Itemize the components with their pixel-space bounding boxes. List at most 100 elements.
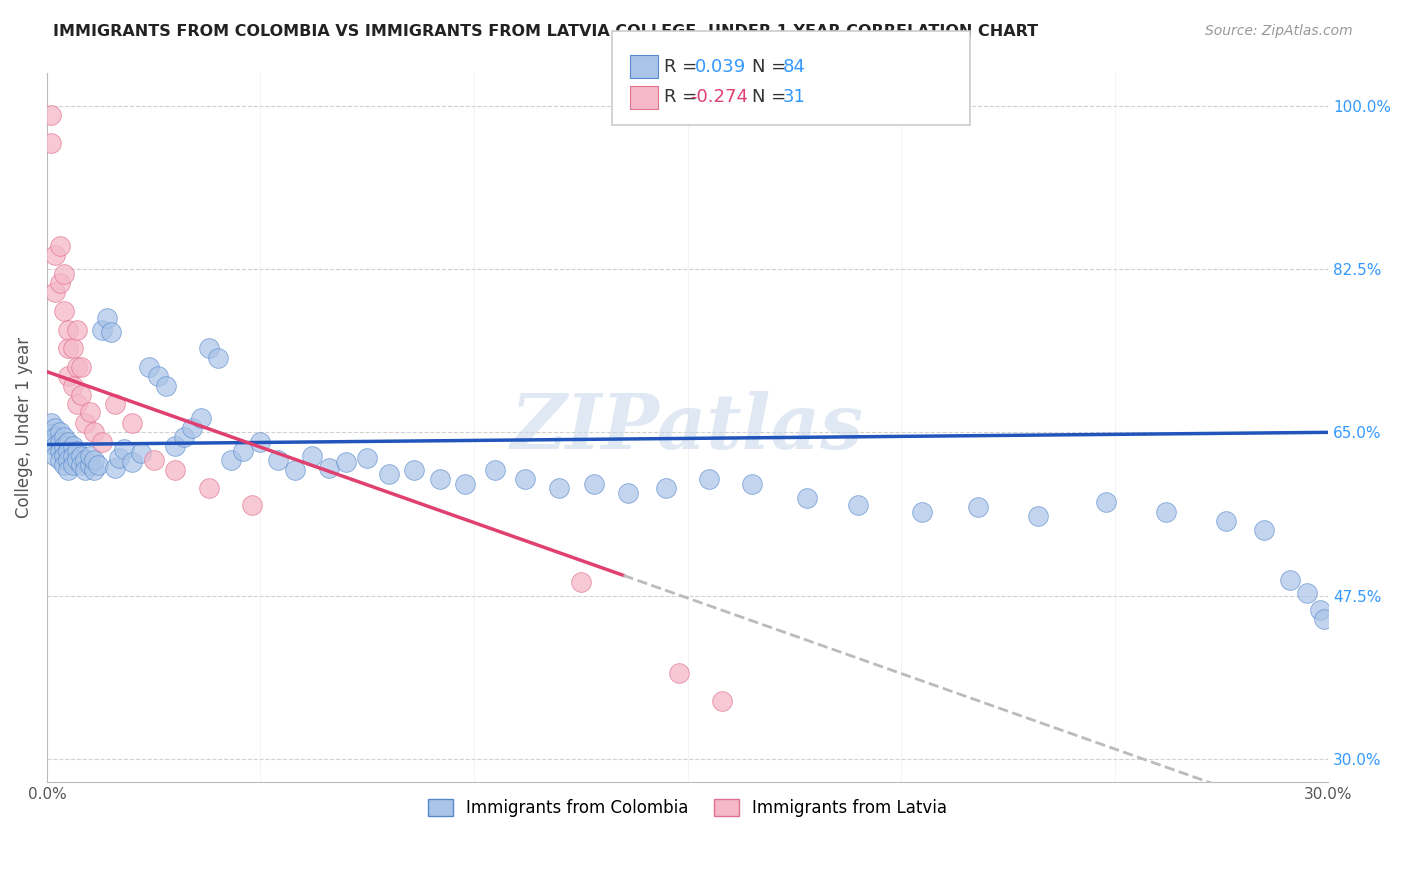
Text: ZIPatlas: ZIPatlas bbox=[510, 391, 865, 465]
Point bbox=[668, 666, 690, 681]
Point bbox=[48, 238, 70, 252]
Point bbox=[284, 463, 307, 477]
Point bbox=[39, 436, 62, 450]
Point bbox=[58, 434, 80, 449]
Point bbox=[75, 463, 97, 477]
Point bbox=[48, 276, 70, 290]
Point bbox=[58, 444, 80, 458]
Y-axis label: College, Under 1 year: College, Under 1 year bbox=[15, 337, 32, 518]
Point bbox=[104, 397, 127, 411]
Point bbox=[44, 439, 66, 453]
Text: 84: 84 bbox=[783, 58, 806, 76]
Point bbox=[39, 136, 62, 150]
Point bbox=[335, 455, 357, 469]
Point bbox=[1309, 603, 1331, 617]
Point bbox=[52, 304, 75, 318]
Point bbox=[655, 481, 678, 495]
Point bbox=[232, 444, 254, 458]
Point bbox=[207, 351, 229, 365]
Point bbox=[249, 434, 271, 449]
Point bbox=[91, 323, 114, 337]
Point bbox=[44, 430, 66, 444]
Point bbox=[173, 430, 195, 444]
Point bbox=[198, 481, 221, 495]
Point bbox=[66, 359, 89, 374]
Point bbox=[39, 427, 62, 442]
Point bbox=[62, 458, 84, 472]
Point bbox=[66, 453, 89, 467]
Point bbox=[181, 420, 204, 434]
Point bbox=[87, 458, 110, 472]
Point bbox=[377, 467, 399, 482]
Point bbox=[1278, 573, 1301, 587]
Point bbox=[121, 416, 143, 430]
Point bbox=[52, 439, 75, 453]
Point bbox=[79, 405, 101, 419]
Point bbox=[616, 486, 638, 500]
Point bbox=[1313, 612, 1336, 626]
Point bbox=[155, 378, 177, 392]
Legend: Immigrants from Colombia, Immigrants from Latvia: Immigrants from Colombia, Immigrants fro… bbox=[419, 790, 955, 825]
Point bbox=[52, 267, 75, 281]
Point bbox=[58, 369, 80, 384]
Point bbox=[138, 359, 160, 374]
Point bbox=[39, 416, 62, 430]
Point bbox=[52, 430, 75, 444]
Point bbox=[83, 453, 105, 467]
Point bbox=[44, 449, 66, 463]
Point bbox=[75, 416, 97, 430]
Point bbox=[39, 108, 62, 122]
Point bbox=[146, 369, 169, 384]
Point bbox=[846, 498, 869, 512]
Point bbox=[70, 449, 93, 463]
Point bbox=[62, 378, 84, 392]
Point bbox=[100, 325, 122, 339]
Point bbox=[83, 463, 105, 477]
Text: -0.274: -0.274 bbox=[690, 88, 748, 106]
Point bbox=[58, 342, 80, 356]
Point bbox=[1215, 514, 1237, 528]
Point bbox=[83, 425, 105, 440]
Point bbox=[1026, 509, 1049, 524]
Point bbox=[108, 451, 131, 466]
Point bbox=[75, 453, 97, 467]
Point bbox=[219, 453, 242, 467]
Point bbox=[318, 460, 340, 475]
Point bbox=[70, 388, 93, 402]
Text: Source: ZipAtlas.com: Source: ZipAtlas.com bbox=[1205, 24, 1353, 38]
Point bbox=[129, 446, 152, 460]
Point bbox=[58, 323, 80, 337]
Point bbox=[44, 285, 66, 300]
Point bbox=[66, 397, 89, 411]
Point bbox=[91, 434, 114, 449]
Text: R =: R = bbox=[664, 88, 703, 106]
Point bbox=[58, 463, 80, 477]
Point bbox=[52, 449, 75, 463]
Point bbox=[70, 359, 93, 374]
Text: N =: N = bbox=[752, 58, 792, 76]
Point bbox=[967, 500, 990, 514]
Point bbox=[710, 694, 733, 708]
Point bbox=[163, 439, 186, 453]
Point bbox=[266, 453, 288, 467]
Text: IMMIGRANTS FROM COLOMBIA VS IMMIGRANTS FROM LATVIA COLLEGE, UNDER 1 YEAR CORRELA: IMMIGRANTS FROM COLOMBIA VS IMMIGRANTS F… bbox=[53, 24, 1039, 39]
Point bbox=[62, 439, 84, 453]
Text: 0.039: 0.039 bbox=[695, 58, 745, 76]
Point bbox=[48, 434, 70, 449]
Point bbox=[48, 425, 70, 440]
Point bbox=[911, 505, 934, 519]
Point bbox=[48, 453, 70, 467]
Point bbox=[44, 420, 66, 434]
Point bbox=[190, 411, 212, 425]
Point bbox=[697, 472, 720, 486]
Point bbox=[96, 311, 118, 326]
Point bbox=[66, 323, 89, 337]
Point bbox=[62, 449, 84, 463]
Point bbox=[429, 472, 451, 486]
Point bbox=[484, 463, 506, 477]
Point bbox=[796, 491, 818, 505]
Point bbox=[48, 444, 70, 458]
Point bbox=[79, 449, 101, 463]
Point bbox=[66, 444, 89, 458]
Point bbox=[198, 342, 221, 356]
